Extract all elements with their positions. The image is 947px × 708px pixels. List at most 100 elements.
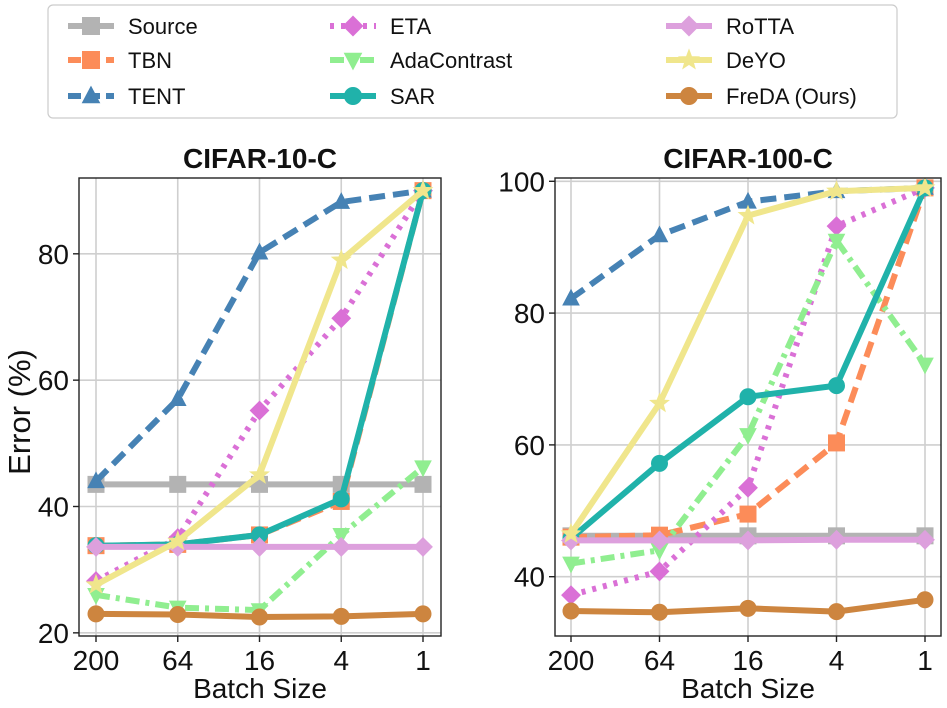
point-tbn [739, 505, 757, 523]
series-line-tent [93, 187, 424, 484]
legend-entry-eta: ETA [330, 14, 431, 39]
point-rotta [826, 529, 847, 550]
y-tick-label: 100 [498, 166, 545, 197]
legend-entry-rotta: RoTTA [666, 14, 794, 39]
point-tent [650, 225, 669, 243]
point-adacontrast [916, 357, 934, 375]
x-tick-label: 200 [73, 645, 120, 676]
point-eta [738, 477, 758, 498]
series-freda-ours [87, 605, 432, 626]
point-tent [562, 288, 580, 306]
point-tbn [828, 434, 845, 452]
legend-marker-tent [81, 85, 101, 104]
series-rotta [561, 529, 935, 551]
point-deyo [167, 530, 189, 551]
legend-label-freda-ours: FreDA (Ours) [726, 84, 857, 109]
legend-marker-rotta [678, 15, 700, 37]
x-tick-label: 16 [732, 645, 763, 676]
y-tick-label: 60 [38, 365, 69, 396]
legend-marker-eta [342, 15, 364, 37]
y-tick-label: 40 [38, 491, 69, 522]
point-rotta [413, 537, 433, 557]
point-deyo [330, 249, 352, 270]
point-source [414, 475, 432, 493]
x-tick-label: 64 [162, 645, 193, 676]
point-eta [331, 308, 352, 329]
legend-label-source: Source [128, 14, 198, 39]
point-eta [249, 400, 270, 421]
point-freda-ours [651, 603, 668, 621]
x-tick-label: 1 [917, 645, 933, 676]
legend-entry-source: Source [68, 14, 198, 39]
point-adacontrast [827, 233, 846, 251]
legend-label-eta: ETA [390, 14, 431, 39]
panel-title: CIFAR-10-C [183, 143, 337, 174]
legend-label-adacontrast: AdaContrast [390, 48, 512, 73]
point-freda-ours [169, 606, 187, 624]
legend-entry-freda-ours: FreDA (Ours) [666, 84, 857, 109]
series-deyo [85, 179, 434, 594]
legend-marker-source [82, 17, 100, 35]
point-rotta [649, 530, 670, 551]
point-freda-ours [562, 602, 580, 620]
legend-entry-adacontrast: AdaContrast [330, 48, 512, 73]
point-rotta [915, 529, 935, 550]
legend-entry-tbn: TBN [68, 48, 172, 73]
panel-title: CIFAR-100-C [663, 143, 833, 174]
point-tent [168, 389, 187, 407]
y-tick-label: 80 [514, 298, 545, 329]
point-rotta [561, 530, 581, 551]
point-sar [651, 454, 668, 472]
legend-entry-deyo: DeYO [666, 48, 786, 73]
point-freda-ours [251, 608, 268, 626]
point-freda-ours [332, 607, 350, 625]
series-rotta [86, 537, 433, 557]
point-tent [332, 192, 351, 209]
point-rotta [249, 537, 270, 557]
y-axis-label: Error (%) [2, 349, 37, 475]
legend: Source TBN TENT ETA AdaContrast SAR RoTTA DeYO F… [47, 4, 898, 119]
point-freda-ours [414, 605, 432, 623]
point-rotta [738, 530, 758, 551]
point-eta [826, 216, 847, 237]
legend-marker-adacontrast [343, 52, 363, 71]
point-deyo [826, 180, 847, 201]
point-freda-ours [739, 599, 757, 617]
legend-label-deyo: DeYO [726, 48, 786, 73]
legend-label-tbn: TBN [128, 48, 172, 73]
point-eta [561, 585, 581, 606]
series-adacontrast [562, 233, 934, 574]
point-rotta [86, 537, 106, 557]
point-adacontrast [332, 528, 351, 545]
series-deyo [560, 176, 936, 543]
point-sar [332, 490, 350, 508]
x-tick-label: 1 [415, 645, 431, 676]
series-line-adacontrast [95, 464, 425, 614]
legend-marker-tbn [82, 51, 100, 69]
panel-cifar10: 20 40 60 80 200 64 16 4 1 CIFAR-10-C Batch Size [38, 143, 442, 704]
point-deyo [914, 176, 936, 197]
point-deyo [649, 392, 670, 413]
y-tick-label: 40 [514, 562, 545, 593]
x-tick-label: 4 [333, 645, 349, 676]
point-freda-ours [87, 605, 105, 623]
x-tick-label: 200 [548, 645, 595, 676]
point-source [169, 475, 187, 493]
x-tick-label: 16 [244, 645, 275, 676]
point-sar [739, 388, 757, 406]
point-sar [828, 377, 845, 395]
y-tick-label: 60 [514, 430, 545, 461]
point-freda-ours [828, 603, 845, 621]
point-adacontrast [562, 556, 580, 574]
y-tick-label: 80 [38, 239, 69, 270]
point-adacontrast [414, 460, 432, 478]
point-deyo [412, 179, 434, 200]
point-deyo [737, 204, 759, 225]
legend-label-tent: TENT [128, 84, 185, 109]
legend-marker-deyo [677, 48, 701, 70]
legend-marker-sar [344, 87, 362, 105]
series-freda-ours [562, 591, 934, 621]
point-adacontrast [739, 428, 757, 445]
point-tent [250, 242, 269, 260]
